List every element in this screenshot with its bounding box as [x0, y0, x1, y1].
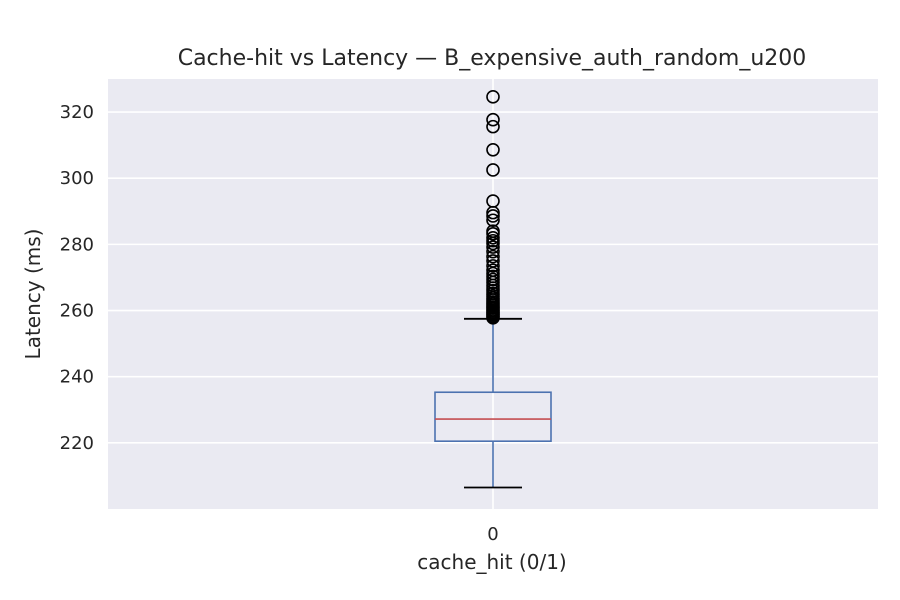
outlier-point [486, 163, 500, 177]
y-tick-label: 320 [60, 102, 94, 123]
outlier-point [486, 230, 500, 245]
y-axis-ticks: 220 240 260 280 300 320 [60, 102, 94, 454]
outlier-point [486, 194, 500, 208]
outlier-point [486, 240, 500, 254]
outlier-point [486, 112, 500, 127]
boxes [434, 90, 552, 489]
y-tick-label: 280 [60, 234, 94, 255]
y-tick-label: 240 [60, 367, 94, 388]
outlier-point [486, 119, 500, 134]
outlier-point [486, 254, 500, 268]
y-axis-label: Latency (ms) [21, 229, 45, 360]
outlier-point [486, 213, 500, 228]
outlier-point [486, 263, 500, 277]
x-tick-label: 0 [487, 524, 498, 545]
outlier-point [486, 142, 500, 157]
outlier-point [486, 249, 500, 264]
outlier-point [486, 244, 500, 259]
outlier-point [486, 90, 500, 104]
outlier-point [486, 259, 500, 273]
interquartile-box [434, 391, 552, 442]
y-tick-label: 300 [60, 168, 94, 189]
x-axis-ticks: 0 [487, 524, 498, 545]
outlier-point [486, 209, 500, 223]
outlier-point [486, 224, 500, 238]
y-tick-label: 220 [60, 433, 94, 454]
x-axis-label: cache_hit (0/1) [417, 550, 566, 574]
chart-title: Cache-hit vs Latency — B_expensive_auth_… [178, 46, 807, 71]
y-tick-label: 260 [60, 301, 94, 322]
